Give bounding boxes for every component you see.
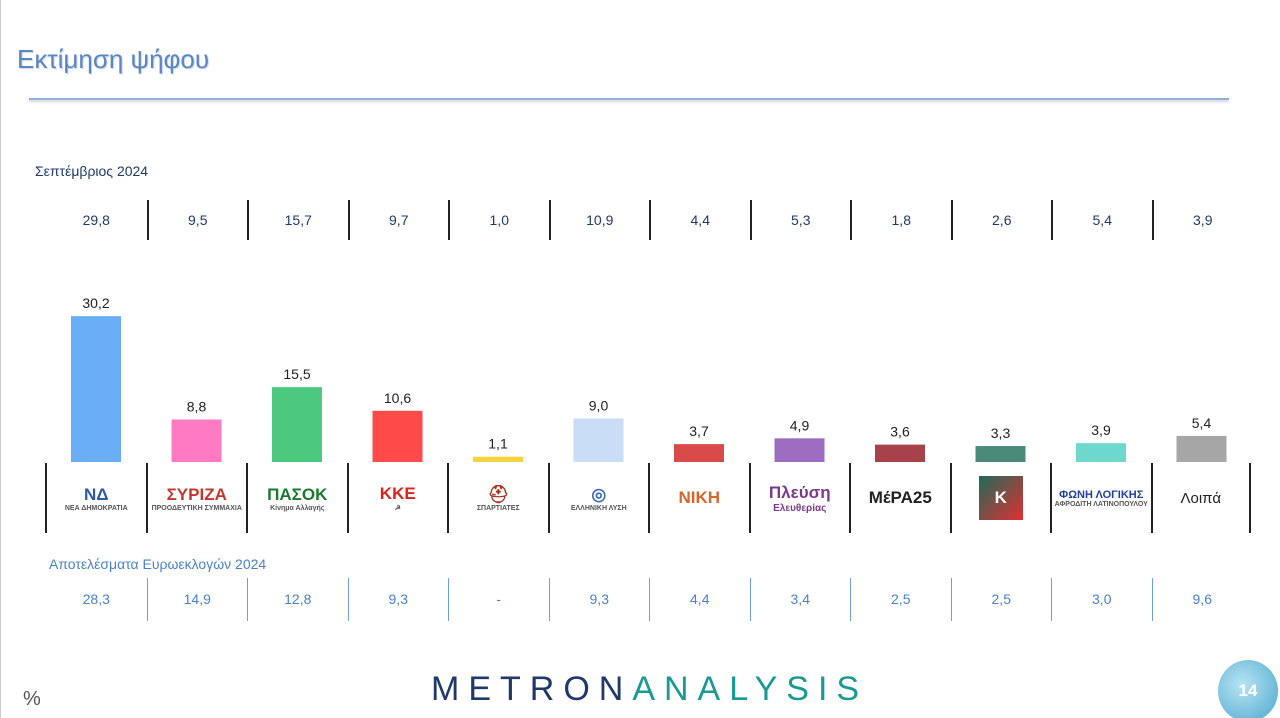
bar-data-label: 3,9 xyxy=(1091,422,1111,438)
estimate-value: 5,3 xyxy=(749,200,851,240)
bar xyxy=(272,387,322,462)
bar-data-label: 3,3 xyxy=(991,425,1011,441)
bar xyxy=(975,446,1026,462)
party-logo-mark: ΝΔ xyxy=(84,484,109,504)
party-logo-subtitle: ΠΡΟΟΔΕΥΤΙΚΗ ΣΥΜΜΑΧΙΑ xyxy=(151,504,242,512)
party-logo: ΦΩΝΗ ΛΟΓΙΚΗΣ ΑΦΡΟΔΙΤΗ ΛΑΤΙΝΟΠΟΥΛΟΥ xyxy=(1050,463,1151,533)
euro-result-value: 4,4 xyxy=(649,578,750,621)
euro-result-value: 2,5 xyxy=(950,578,1052,621)
estimate-value: 10,9 xyxy=(548,200,650,240)
party-logo-subtitle: ΕΛΛΗΝΙΚΗ ΛΥΣΗ xyxy=(570,504,627,512)
bar xyxy=(71,316,121,462)
party-logo-mark: ΦΩΝΗ ΛΟΓΙΚΗΣ xyxy=(1059,488,1144,501)
estimate-value: 1,0 xyxy=(448,200,549,240)
bar-data-label: 15,5 xyxy=(283,366,310,382)
party-logo: ΚΚΕ ☭ xyxy=(346,463,448,533)
euro-results-label: Αποτελέσματα Ευρωεκλογών 2024 xyxy=(49,556,267,572)
estimate-value: 9,5 xyxy=(146,200,248,240)
estimate-period-label: Σεπτέμβριος 2024 xyxy=(35,163,149,179)
party-logo-mark: ΝΙΚΗ xyxy=(678,488,721,507)
euro-result-value: 14,9 xyxy=(146,578,248,621)
euro-result-value: 3,4 xyxy=(749,578,851,621)
party-logo-subtitle: Ελευθερίας xyxy=(773,502,827,514)
estimate-value: 15,7 xyxy=(247,200,348,240)
estimate-value: 4,4 xyxy=(649,200,750,240)
bar-data-label: 3,7 xyxy=(689,423,709,439)
party-logo: ΜέΡΑ25 xyxy=(849,463,950,533)
estimate-value: 29,8 xyxy=(82,212,110,228)
page-number: 14 xyxy=(1218,660,1278,718)
euro-result-value: 12,8 xyxy=(247,578,348,621)
euro-results-row: 28,3 14,9 12,8 9,3-9,3 4,4 3,4 2,5 2,5 3,0 9,6 xyxy=(46,578,1252,621)
euro-result-value: 9,6 xyxy=(1151,578,1253,621)
bar-data-label: 3,6 xyxy=(890,424,910,440)
party-logo-subtitle: ΑΦΡΟΔΙΤΗ ΛΑΤΙΝΟΠΟΥΛΟΥ xyxy=(1054,500,1148,508)
party-logo-mark: ΠΑΣΟΚ xyxy=(267,484,328,504)
party-logo: ΣΥΡΙΖΑ ΠΡΟΟΔΕΥΤΙΚΗ ΣΥΜΜΑΧΙΑ xyxy=(145,463,247,533)
unit-label: % xyxy=(23,688,41,710)
bar xyxy=(1176,435,1227,462)
bar xyxy=(1076,443,1126,462)
party-logo: ΝΙΚΗ xyxy=(648,463,749,533)
bar-data-label: 1,1 xyxy=(488,436,508,452)
bar-data-label: 10,6 xyxy=(384,390,411,406)
metron-analysis-logo: METRONANALYSIS xyxy=(431,670,868,709)
party-logo-subtitle: ΝΕΑ ΔΗΜΟΚΡΑΤΙΑ xyxy=(64,504,128,512)
euro-result-value: 28,3 xyxy=(82,591,110,607)
party-logo: Πλεύση Ελευθερίας xyxy=(748,463,850,533)
euro-result-value: 9,3 xyxy=(347,578,449,621)
party-logo: ◎ ΕΛΛΗΝΙΚΗ ΛΥΣΗ xyxy=(547,463,649,533)
party-logo-mark: ◎ xyxy=(591,484,607,504)
brand-part-2: ANALYSIS xyxy=(632,670,869,708)
bar xyxy=(473,456,523,462)
party-logo: ⛑ ΣΠΑΡΤΙΑΤΕΣ xyxy=(447,463,548,533)
bar-data-label: 30,2 xyxy=(82,295,109,311)
estimate-value: 9,7 xyxy=(347,200,449,240)
estimate-value: 3,9 xyxy=(1151,200,1253,240)
title-divider xyxy=(29,98,1229,100)
party-logo-subtitle: ΣΠΑΡΤΙΑΤΕΣ xyxy=(476,504,520,512)
party-logo-mark: Πλεύση xyxy=(768,482,831,502)
bar xyxy=(674,444,724,462)
bar xyxy=(372,410,423,462)
bar-data-label: 5,4 xyxy=(1192,415,1212,431)
page-title: Εκτίμηση ψήφου xyxy=(17,44,210,74)
estimate-row: 29,8 9,5 15,7 9,7 1,0 10,9 4,4 5,3 1,8 2,6 5,4 3,9 xyxy=(46,200,1252,240)
party-logo-subtitle: Κίνημα Αλλαγής xyxy=(270,504,325,512)
bar xyxy=(573,418,624,462)
party-logo: Κ xyxy=(949,463,1051,533)
bar xyxy=(171,419,222,462)
bar xyxy=(774,438,825,462)
euro-result-value: - xyxy=(448,578,549,621)
estimate-value: 2,6 xyxy=(950,200,1052,240)
euro-result-value: 2,5 xyxy=(850,578,951,621)
bar xyxy=(875,444,925,462)
party-logo: ΠΑΣΟΚ Κίνημα Αλλαγής xyxy=(246,463,347,533)
estimate-value: 5,4 xyxy=(1051,200,1152,240)
brand-part-1: METRON xyxy=(431,670,633,708)
party-logo-mark: ΣΥΡΙΖΑ xyxy=(166,484,227,504)
party-logo: Λοιπά xyxy=(1150,463,1251,533)
party-logo-mark: ΜέΡΑ25 xyxy=(868,488,932,507)
bar-data-label: 8,8 xyxy=(187,398,207,414)
party-logo-mark: ΚΚΕ xyxy=(379,484,416,503)
bar-data-label: 9,0 xyxy=(589,398,609,414)
euro-result-value: 9,3 xyxy=(548,578,650,621)
party-logo-mark: ⛑ xyxy=(487,484,510,504)
party-logo-subtitle: ☭ xyxy=(394,505,401,512)
party-logo-mark: Κ xyxy=(978,476,1023,520)
party-logo: ΝΔ ΝΕΑ ΔΗΜΟΚΡΑΤΙΑ xyxy=(45,463,146,533)
euro-result-value: 3,0 xyxy=(1051,578,1152,621)
bar-data-label: 4,9 xyxy=(790,417,810,433)
estimate-value: 1,8 xyxy=(850,200,951,240)
party-logos-row: ΝΔ ΝΕΑ ΔΗΜΟΚΡΑΤΙΑ ΣΥΡΙΖΑ ΠΡΟΟΔΕΥΤΙΚΗ ΣΥΜΜΑΧ… xyxy=(45,463,1253,533)
party-logo-mark: Λοιπά xyxy=(1180,489,1221,507)
